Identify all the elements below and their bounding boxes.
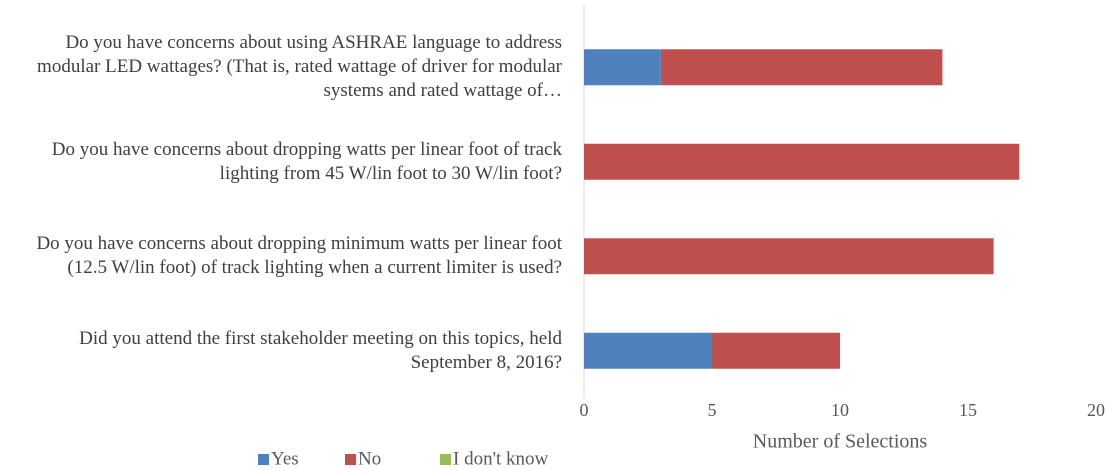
- bar-segment: [584, 49, 661, 86]
- legend-swatch: [258, 454, 269, 465]
- x-tick-label: 5: [708, 400, 717, 420]
- legend-label: No: [358, 448, 381, 469]
- category-label: Did you attend the first stakeholder mee…: [79, 327, 562, 373]
- legend-label: I don't know: [453, 448, 549, 469]
- x-axis-title: Number of Selections: [753, 431, 928, 453]
- bar-segment: [584, 238, 994, 275]
- category-label: Do you have concerns about dropping mini…: [36, 233, 562, 279]
- x-tick-label: 20: [1087, 400, 1105, 420]
- x-tick-label: 15: [959, 400, 977, 420]
- legend-swatch: [440, 454, 451, 465]
- bar-segment: [660, 49, 943, 86]
- legend-label: Yes: [271, 448, 299, 469]
- bar-segment: [584, 143, 1020, 180]
- category-label: Do you have concerns about using ASHRAE …: [37, 32, 562, 102]
- legend-swatch: [345, 454, 356, 465]
- x-tick-label: 0: [580, 400, 589, 420]
- x-tick-label: 10: [831, 400, 849, 420]
- category-label: Do you have concerns about dropping watt…: [51, 138, 562, 184]
- bar-segment: [584, 332, 712, 369]
- bar-segment: [712, 332, 840, 369]
